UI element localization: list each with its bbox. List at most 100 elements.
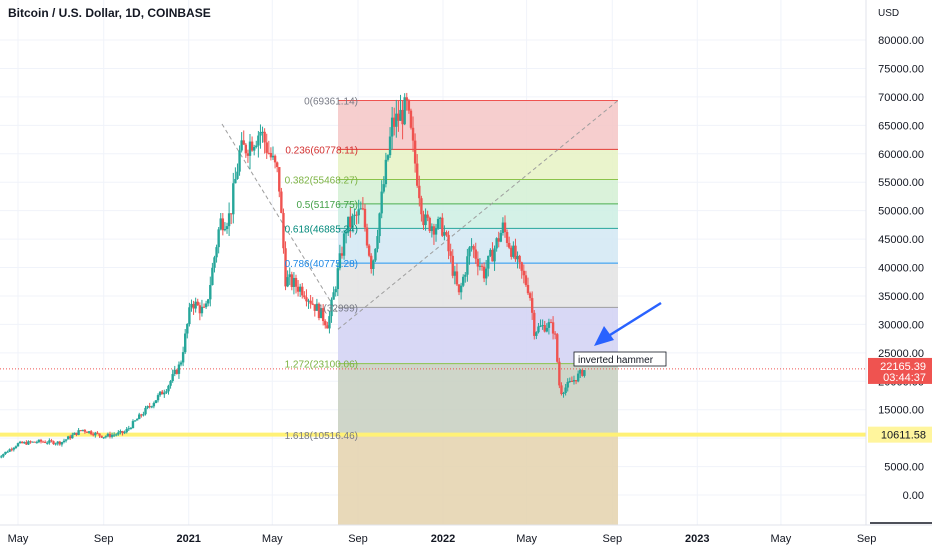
candle-body [556,334,559,362]
candle-body [390,117,394,137]
candle-body [184,333,187,353]
candle-body [459,285,463,293]
candle-body [374,248,377,261]
candle-body [133,420,137,422]
candle-body [104,436,107,438]
candle-body [196,301,199,306]
candle-body [301,286,304,296]
candle-body [518,255,521,263]
fib-zone [338,307,618,364]
candle-body [328,316,331,329]
candle-body [41,441,45,443]
candle-body [499,232,503,242]
time-axis-tick: Sep [857,533,877,545]
candle-body [378,213,381,237]
candle-body [54,443,57,445]
candle-body [326,325,329,329]
candle-body [273,155,277,163]
candle-body [566,381,569,388]
candle-body [10,449,13,451]
candle-body [223,229,227,231]
support-price-value: 10611.58 [881,430,926,442]
candle-body [269,152,273,158]
candle-body [409,110,413,128]
candle-body [430,226,434,232]
candle-body [349,216,352,227]
candle-body [530,298,534,313]
candle-body [355,214,358,216]
candle-body [144,407,147,415]
candle-body [489,249,492,256]
candle-body [466,256,469,275]
candle-body [255,145,258,147]
candle-body [535,332,538,336]
candle-body [43,441,47,443]
candle-body [219,218,222,230]
candle-body [127,428,130,430]
candle-body [321,308,325,322]
time-axis-tick: May [262,533,283,545]
candle-body [407,100,411,111]
candle-body [361,208,365,210]
candle-body [229,213,233,215]
candle-body [384,159,388,185]
candle-body [154,400,158,404]
candle-body [27,441,30,445]
candle-body [202,306,206,308]
candle-body [158,391,162,396]
candle-body [131,421,135,429]
candle-body [117,432,120,435]
candle-body [579,369,582,374]
candle-body [539,325,542,327]
candle-body [365,227,369,246]
candle-body [296,286,300,292]
time-axis-tick: May [516,533,537,545]
annotation-box[interactable] [573,351,667,367]
candle-body [309,300,312,304]
candle-body [213,257,216,268]
candle-body [424,214,427,226]
candle-body [46,442,49,444]
candle-body [263,131,266,143]
candle-body [334,289,337,293]
candle-body [315,303,319,311]
time-axis-tick: 2023 [685,533,709,545]
candle-body [83,429,87,432]
candle-body [96,432,99,434]
fib-zone [338,149,618,180]
candle-body [242,140,245,145]
candle-body [351,215,354,227]
candle-body [286,277,289,287]
candle-body [140,414,143,416]
arrow-icon[interactable] [594,326,614,346]
candle-body [576,373,580,382]
candle-body [246,153,250,156]
candle-body [564,387,567,394]
candle-body [533,312,536,336]
candle-body [288,274,291,278]
candle-body [152,403,156,407]
candle-body [198,305,202,314]
candle-body [317,303,321,319]
candle-body [29,441,32,443]
trend-line[interactable] [337,100,619,330]
candle-body [142,414,145,416]
price-axis-tick: 35000.00 [878,291,924,303]
candle-body [87,431,91,433]
trend-line[interactable] [221,123,338,313]
candle-body [464,274,467,277]
candle-body [516,255,519,260]
candle-body [303,295,306,298]
candle-body [89,431,93,435]
bar-countdown: 03:44:37 [883,372,926,384]
fib-level-label: 0.236(60778.11) [285,145,358,156]
candle-body [261,131,264,133]
candle-body [135,419,139,421]
candle-body [0,456,3,458]
candle-body [482,266,486,279]
candle-body [305,297,308,302]
candle-body [173,369,176,375]
candle-body [476,258,480,267]
